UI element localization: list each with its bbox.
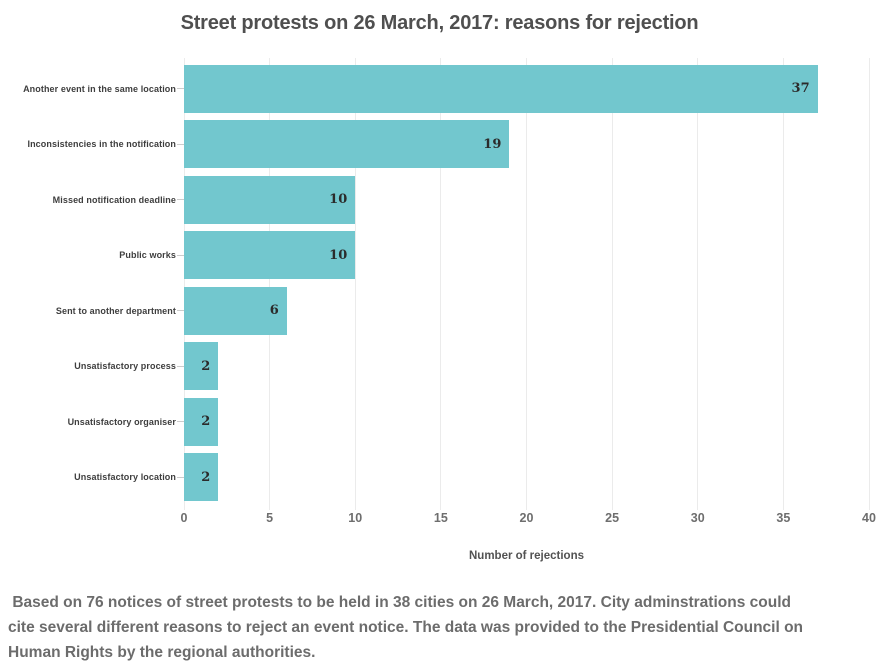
bar: 10	[184, 175, 356, 224]
bar: 2	[184, 397, 219, 446]
category-label: Public works	[119, 250, 176, 261]
bar-row: Inconsistencies in the notification 19	[0, 117, 879, 173]
y-tick-mark	[177, 421, 184, 423]
x-tick-label: 10	[348, 511, 363, 525]
y-tick-mark	[177, 476, 184, 478]
bar: 37	[184, 64, 818, 113]
plot-area: Another event in the same location 37 Inco…	[0, 58, 879, 525]
bar-row: Missed notification deadline 10	[0, 172, 879, 228]
bar: 2	[184, 453, 219, 502]
y-tick-mark	[177, 88, 184, 90]
category-label: Sent to another department	[55, 305, 176, 316]
x-axis-title: Number of rejections	[468, 550, 585, 562]
footnote: Based on 76 notices of street protests t…	[8, 594, 808, 661]
x-tick-label: 15	[433, 511, 448, 525]
x-tick-label: 20	[519, 511, 534, 525]
y-tick-mark	[177, 365, 184, 367]
x-tick-label: 25	[605, 511, 620, 525]
bar-value-label: 19	[483, 136, 502, 152]
gridline	[526, 58, 527, 510]
bar-rows: Another event in the same location 37 Inco…	[0, 61, 879, 505]
y-tick-mark	[177, 199, 184, 201]
bar: 19	[184, 120, 510, 169]
category-label: Unsatisfactory process	[74, 361, 176, 372]
gridline	[440, 58, 442, 510]
category-label: Unsatisfactory location	[74, 472, 176, 483]
bar-value-label: 10	[329, 247, 348, 263]
y-tick-mark	[177, 143, 184, 145]
bar-row: Sent to another department 6	[0, 283, 879, 339]
x-tick-label: 5	[266, 511, 274, 525]
gridline	[697, 58, 699, 510]
gridline	[611, 58, 613, 510]
y-tick-mark	[177, 310, 184, 312]
y-tick-mark	[177, 254, 184, 256]
category-label: Inconsistencies in the notification	[27, 139, 176, 150]
bar-value-label: 2	[201, 414, 211, 430]
gridline	[183, 58, 185, 510]
x-tick-label: 40	[862, 511, 876, 525]
bar-row: Public works 10	[0, 228, 879, 284]
chart-title: Street protests on 26 March, 2017: reaso…	[180, 12, 699, 34]
x-tick-label: 30	[690, 511, 705, 525]
gridline	[269, 58, 271, 510]
bar-value-label: 37	[791, 81, 810, 97]
bar: 10	[184, 231, 356, 280]
gridline	[782, 58, 784, 510]
category-label: Another event in the same location	[23, 83, 176, 94]
bar-row: Unsatisfactory organiser 2	[0, 394, 879, 450]
x-tick-label: 35	[776, 511, 791, 525]
x-tick-label: 0	[180, 511, 188, 525]
gridline	[354, 58, 356, 510]
gridline	[868, 58, 870, 510]
bar-row: Another event in the same location 37	[0, 61, 879, 117]
bar-row: Unsatisfactory location 2	[0, 450, 879, 506]
bar-value-label: 2	[201, 469, 211, 485]
bar-value-label: 10	[329, 192, 348, 208]
gridlines	[183, 58, 870, 510]
x-tick-labels: 0 5 10 15 20 25 30 35 40	[0, 511, 879, 531]
bar-value-label: 6	[269, 303, 279, 319]
bar: 6	[184, 286, 287, 335]
category-label: Unsatisfactory organiser	[67, 416, 176, 427]
bar: 2	[184, 342, 219, 391]
bar-value-label: 2	[201, 358, 211, 374]
bar-row: Unsatisfactory process 2	[0, 339, 879, 395]
category-label: Missed notification deadline	[52, 194, 176, 205]
